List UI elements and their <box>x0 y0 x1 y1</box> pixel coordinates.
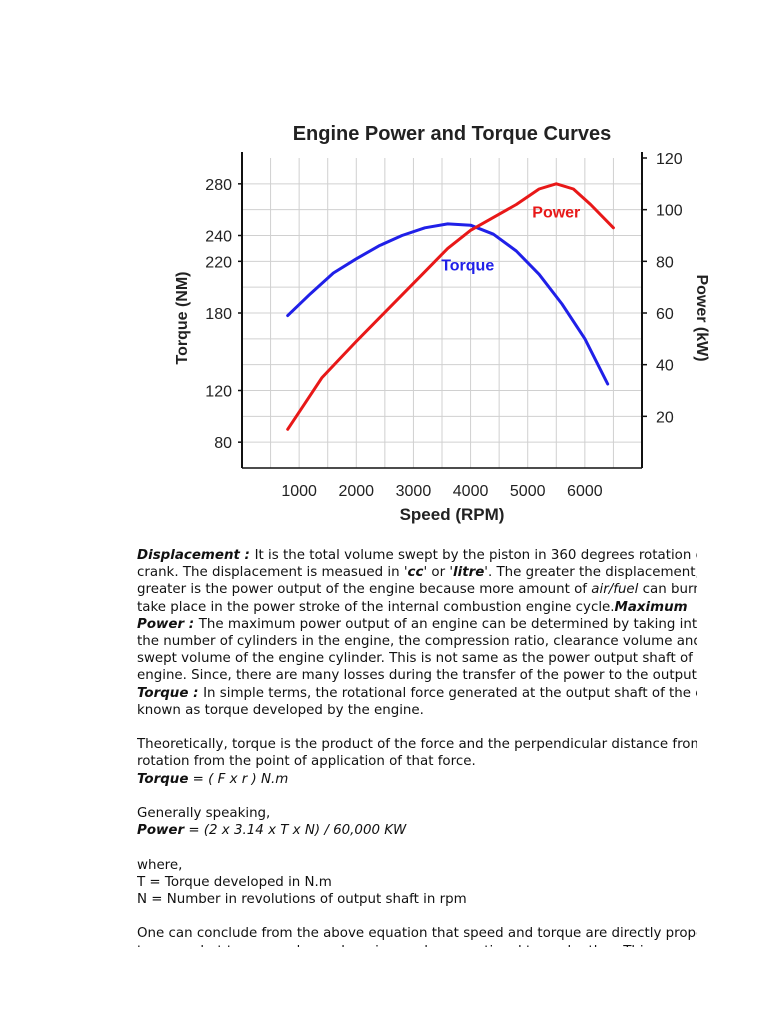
text-run: the number of cylinders in the engine, t… <box>137 634 697 650</box>
text-run: greater is the power output of the engin… <box>137 582 592 598</box>
x-tick-label: 2000 <box>338 483 374 500</box>
document-line: engine. Since, there are many losses dur… <box>137 667 697 684</box>
document-line: known as torque developed by the engine. <box>137 702 697 719</box>
document-line: N = Number in revolutions of output shaf… <box>137 891 697 908</box>
text-run: One can conclude from the above equation… <box>137 926 697 942</box>
text-run: The maximum power output of an engine ca… <box>198 616 697 632</box>
y-axis-right-label: Power (kW) <box>693 274 710 361</box>
text-run: = (2 x 3.14 x T x N) / 60,000 KW <box>184 823 407 839</box>
text-run: N = Number in revolutions of output shaf… <box>137 892 467 908</box>
document-line: Displacement : It is the total volume sw… <box>137 547 697 564</box>
chart-svg: Engine Power and Torque Curves 80 120 180 22… <box>174 123 710 524</box>
text-run: ' or ' <box>423 565 454 581</box>
engine-chart: Engine Power and Torque Curves 80 120 180 22… <box>160 110 720 530</box>
document-line <box>137 908 697 925</box>
document-line <box>137 839 697 856</box>
y-left-tick-label: 240 <box>205 229 232 246</box>
y-right-tick-label: 40 <box>656 358 674 375</box>
text-run: Torque <box>137 771 189 787</box>
x-tick-label: 4000 <box>453 483 489 500</box>
text-run: Theoretically, torque is the product of … <box>137 737 697 753</box>
document-line: greater is the power output of the engin… <box>137 581 697 598</box>
x-tick-label: 1000 <box>281 483 317 500</box>
text-run: '. The greater the displacement, the <box>484 565 697 581</box>
y-left-tick-label: 180 <box>205 306 232 323</box>
document-line: swept volume of the engine cylinder. Thi… <box>137 650 697 667</box>
document-line: Generally speaking, <box>137 805 697 822</box>
text-run: rotation from the point of application o… <box>137 754 476 770</box>
document-line: Power = (2 x 3.14 x T x N) / 60,000 KW <box>137 822 697 839</box>
text-run: known as torque developed by the engine. <box>137 702 424 718</box>
document-line: where, <box>137 857 697 874</box>
y-right-tick-label: 60 <box>656 306 674 323</box>
text-run: = ( F x r ) N.m <box>188 771 289 787</box>
x-axis-label: Speed (RPM) <box>400 505 505 524</box>
document-line: crank. The displacement is measued in 'c… <box>137 564 697 581</box>
text-run: In simple terms, the rotational force ge… <box>203 685 697 701</box>
y-right-tick-label: 20 <box>656 409 674 426</box>
text-run: where, <box>137 857 183 873</box>
text-run: take place in the power stroke of the in… <box>137 599 615 615</box>
text-run: engine. Since, there are many losses dur… <box>137 668 697 684</box>
document-line: Theoretically, torque is the product of … <box>137 736 697 753</box>
y-left-tick-label: 280 <box>205 177 232 194</box>
text-run: litre <box>453 565 485 581</box>
y-right-tick-label: 80 <box>656 254 674 271</box>
text-run: air/fuel <box>591 582 639 598</box>
text-run: Maximum <box>614 599 688 615</box>
text-run: cc <box>407 565 424 581</box>
document-line: take place in the power stroke of the in… <box>137 599 697 616</box>
x-tick-label: 3000 <box>396 483 432 500</box>
text-run: Displacement : <box>137 548 255 563</box>
x-tick-label: 5000 <box>510 483 546 500</box>
y-left-tick-label: 120 <box>205 384 232 401</box>
y-right-tick-label: 100 <box>656 203 683 220</box>
y-left-tick-label: 220 <box>205 254 232 271</box>
document-line <box>137 719 697 736</box>
series-line-torque <box>286 222 610 386</box>
text-run: T = Torque developed in N.m <box>137 874 332 890</box>
document-line: Power : The maximum power output of an e… <box>137 616 697 633</box>
text-run: Generally speaking, <box>137 806 271 822</box>
x-tick-label: 6000 <box>567 483 603 500</box>
text-run: Power <box>137 823 185 839</box>
text-run: swept volume of the engine cylinder. Thi… <box>137 651 697 667</box>
document-line: the number of cylinders in the engine, t… <box>137 633 697 650</box>
series-label-power: Power <box>532 204 580 221</box>
document-body: Displacement : It is the total volume sw… <box>137 547 697 947</box>
document-line: T = Torque developed in N.m <box>137 874 697 891</box>
text-run: to power but torque and speed are invers… <box>137 944 651 947</box>
document-line: One can conclude from the above equation… <box>137 925 697 942</box>
document-line <box>137 788 697 805</box>
document-line: Torque = ( F x r ) N.m <box>137 771 697 788</box>
text-run: Power : <box>137 616 199 632</box>
document-line: to power but torque and speed are invers… <box>137 943 697 947</box>
text-run: Torque : <box>137 685 204 701</box>
document-line: Torque : In simple terms, the rotational… <box>137 685 697 702</box>
y-right-tick-label: 120 <box>656 151 683 168</box>
chart-title: Engine Power and Torque Curves <box>293 123 612 145</box>
text-run: crank. The displacement is measued in ' <box>137 565 408 581</box>
document-line: rotation from the point of application o… <box>137 753 697 770</box>
series-label-torque: Torque <box>441 257 494 274</box>
y-axis-left-label: Torque (NM) <box>174 271 191 364</box>
text-run: It is the total volume swept by the pist… <box>254 548 697 563</box>
series-line-power <box>286 182 615 431</box>
y-left-tick-label: 80 <box>214 435 232 452</box>
text-run: can burn and <box>642 582 697 598</box>
